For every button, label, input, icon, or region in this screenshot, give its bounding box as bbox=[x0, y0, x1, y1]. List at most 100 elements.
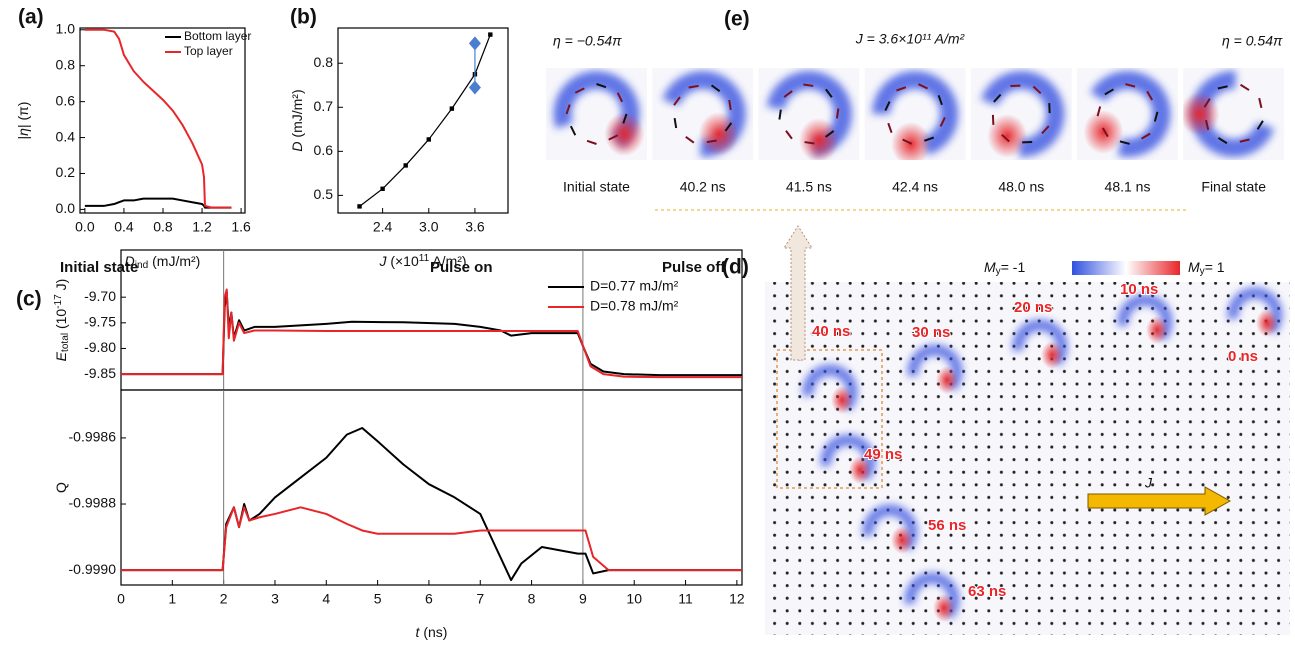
y-axis-label-part: Q bbox=[53, 482, 69, 493]
spin-arrow bbox=[1041, 125, 1050, 135]
blue-ring bbox=[1084, 71, 1171, 157]
spin-arrow bbox=[1203, 98, 1211, 108]
x-tick-label: 10 bbox=[626, 591, 642, 607]
y-tick-label: -0.9988 bbox=[69, 495, 117, 511]
y-tick-label: 0.4 bbox=[56, 128, 76, 144]
colorbar-max: My= 1 bbox=[1188, 259, 1225, 277]
skyrmion-core bbox=[1041, 341, 1063, 369]
spin-arrow bbox=[993, 93, 1002, 103]
time-label: 49 ns bbox=[864, 446, 902, 463]
x-tick-label: 6 bbox=[425, 591, 433, 607]
y-tick-label: -9.80 bbox=[84, 339, 116, 355]
x-axis-label: J (×1011 A/m²) bbox=[378, 253, 466, 269]
x-tick-label: 1.2 bbox=[192, 219, 212, 235]
y-axis-label-part: (10 bbox=[53, 309, 69, 333]
panel-label: (c) bbox=[16, 288, 42, 311]
y-tick-label: 0.6 bbox=[314, 142, 334, 158]
spin-arrow bbox=[1125, 83, 1136, 88]
point bbox=[488, 32, 493, 37]
red-core bbox=[987, 114, 1028, 158]
legend-label: Bottom layer bbox=[184, 29, 251, 43]
spin-arrow bbox=[1256, 120, 1264, 130]
red-core bbox=[1083, 110, 1124, 154]
spin-arrow bbox=[608, 134, 619, 141]
y-axis-label-part: | bbox=[15, 136, 31, 140]
spin-arrow bbox=[887, 122, 893, 133]
annotation: Pulse on bbox=[430, 259, 493, 276]
y-axis-label: Etotal (10-17 J) bbox=[53, 279, 71, 362]
y-axis-label-part: -17 bbox=[53, 294, 64, 309]
spin-arrow bbox=[1096, 106, 1102, 117]
y-tick-label: 0.7 bbox=[314, 98, 334, 114]
skyrmion-core bbox=[936, 366, 958, 394]
x-tick-label: 0.4 bbox=[114, 219, 134, 235]
y-tick-label: 0.0 bbox=[56, 200, 76, 216]
snapshot bbox=[1183, 68, 1285, 160]
zoom-box bbox=[776, 349, 883, 489]
spin-arrow bbox=[939, 117, 946, 127]
skyrmion-core bbox=[891, 526, 913, 554]
spin-arrow bbox=[1239, 83, 1250, 91]
point bbox=[357, 204, 362, 209]
skyrmion-core bbox=[831, 386, 853, 414]
time-label: 30 ns bbox=[912, 324, 950, 341]
snapshot bbox=[1077, 68, 1178, 160]
y-tick-label: 0.8 bbox=[56, 56, 76, 72]
spin-arrow bbox=[688, 84, 699, 89]
time-label: 10 ns bbox=[1120, 281, 1158, 298]
point bbox=[403, 163, 408, 168]
spin-arrow bbox=[778, 109, 782, 120]
red-core bbox=[891, 122, 932, 160]
x-axis-label-part: D bbox=[125, 253, 135, 269]
spin-arrow bbox=[896, 86, 907, 92]
legend-label: D=0.77 mJ/m² bbox=[590, 278, 679, 294]
y-tick-label: 0.2 bbox=[56, 164, 76, 180]
snapshot-label: 40.2 ns bbox=[680, 179, 726, 195]
x-tick-label: 3.0 bbox=[419, 219, 439, 235]
snapshot-label: Final state bbox=[1201, 179, 1266, 195]
skyrmion-ring bbox=[1227, 287, 1283, 343]
y-tick-label: 0.8 bbox=[314, 54, 334, 70]
series-line bbox=[121, 288, 742, 379]
spin-arrow bbox=[835, 108, 840, 119]
spin-arrow bbox=[596, 83, 607, 89]
spin-arrow bbox=[1146, 90, 1154, 101]
snapshot-label: Initial state bbox=[563, 179, 630, 195]
y-tick-label: -9.70 bbox=[84, 288, 116, 304]
y-tick-label: 1.0 bbox=[56, 20, 76, 36]
zoom-arrow bbox=[783, 225, 813, 361]
plot-frame bbox=[120, 389, 743, 586]
x-tick-label: 7 bbox=[476, 591, 484, 607]
colorbar bbox=[1072, 261, 1180, 275]
x-tick-label: 3 bbox=[271, 591, 279, 607]
spin-arrow bbox=[574, 87, 585, 94]
skyrmion-core bbox=[1256, 309, 1278, 337]
point bbox=[380, 186, 385, 191]
x-tick-label: 5 bbox=[374, 591, 382, 607]
time-label: 63 ns bbox=[968, 583, 1006, 600]
spin-arrow bbox=[1119, 140, 1130, 145]
x-tick-label: 3.6 bbox=[465, 219, 485, 235]
x-axis-label-part: ind bbox=[135, 260, 148, 271]
spin-arrow bbox=[710, 84, 721, 93]
skyrmion-ring bbox=[907, 344, 963, 400]
skyrmion-ring bbox=[802, 364, 858, 420]
snapshot-label: 42.4 ns bbox=[892, 179, 938, 195]
snapshot-label: 41.5 ns bbox=[786, 179, 832, 195]
spin-arrow bbox=[728, 99, 732, 111]
x-tick-label: 9 bbox=[579, 591, 587, 607]
x-axis-label-part: (mJ/m²) bbox=[148, 253, 200, 269]
x-tick-label: 8 bbox=[528, 591, 536, 607]
x-tick-label: 1.6 bbox=[231, 219, 251, 235]
red-core bbox=[604, 112, 645, 156]
panel-label: (b) bbox=[290, 6, 317, 29]
y-tick-label: -9.75 bbox=[84, 314, 116, 330]
spin-arrow bbox=[673, 117, 678, 129]
panel-label: (d) bbox=[722, 256, 749, 279]
spin-arrow bbox=[1001, 133, 1010, 143]
x-axis-label: t (ns) bbox=[416, 624, 448, 640]
spin-arrow bbox=[706, 139, 717, 144]
spin-arrow bbox=[565, 104, 571, 115]
point bbox=[449, 106, 455, 111]
y-tick-label: -0.9986 bbox=[69, 429, 117, 445]
